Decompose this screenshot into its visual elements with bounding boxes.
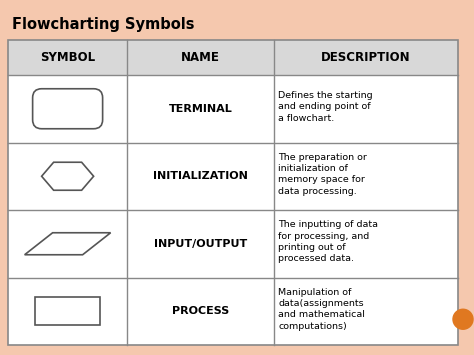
Bar	[35, 297, 100, 325]
Text: Defines the starting
and ending point of
a flowchart.: Defines the starting and ending point of…	[279, 91, 373, 123]
Text: NAME: NAME	[181, 51, 220, 64]
Text: DESCRIPTION: DESCRIPTION	[321, 51, 410, 64]
Circle shape	[453, 309, 473, 329]
Text: INPUT/OUTPUT: INPUT/OUTPUT	[154, 239, 247, 249]
Polygon shape	[25, 233, 110, 255]
Bar	[8, 40, 458, 75]
Text: The inputting of data
for processing, and
printing out of
processed data.: The inputting of data for processing, an…	[279, 220, 379, 263]
Polygon shape	[42, 162, 94, 190]
Text: Flowcharting Symbols: Flowcharting Symbols	[12, 17, 194, 32]
Text: PROCESS: PROCESS	[172, 306, 229, 316]
Bar	[8, 40, 458, 345]
Text: SYMBOL: SYMBOL	[40, 51, 95, 64]
Text: INITIALIZATION: INITIALIZATION	[153, 171, 248, 181]
FancyBboxPatch shape	[33, 89, 103, 129]
Bar	[8, 40, 458, 345]
Text: The preparation or
initialization of
memory space for
data processing.: The preparation or initialization of mem…	[279, 153, 367, 196]
Text: Manipulation of
data(assignments
and mathematical
computations): Manipulation of data(assignments and mat…	[279, 288, 365, 331]
Text: TERMINAL: TERMINAL	[168, 104, 232, 114]
